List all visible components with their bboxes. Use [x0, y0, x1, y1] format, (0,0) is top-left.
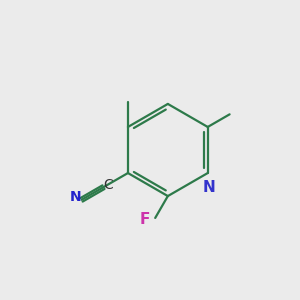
Text: F: F: [140, 212, 150, 227]
Text: N: N: [202, 180, 215, 195]
Text: N: N: [70, 190, 82, 204]
Text: C: C: [103, 178, 112, 192]
